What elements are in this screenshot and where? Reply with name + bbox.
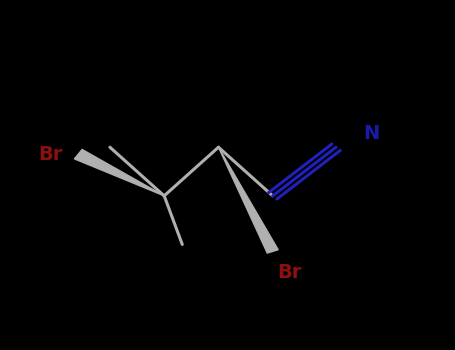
- Polygon shape: [75, 149, 164, 196]
- Text: Br: Br: [277, 263, 302, 282]
- Polygon shape: [218, 147, 278, 253]
- Text: Br: Br: [38, 145, 62, 164]
- Text: N: N: [363, 124, 379, 143]
